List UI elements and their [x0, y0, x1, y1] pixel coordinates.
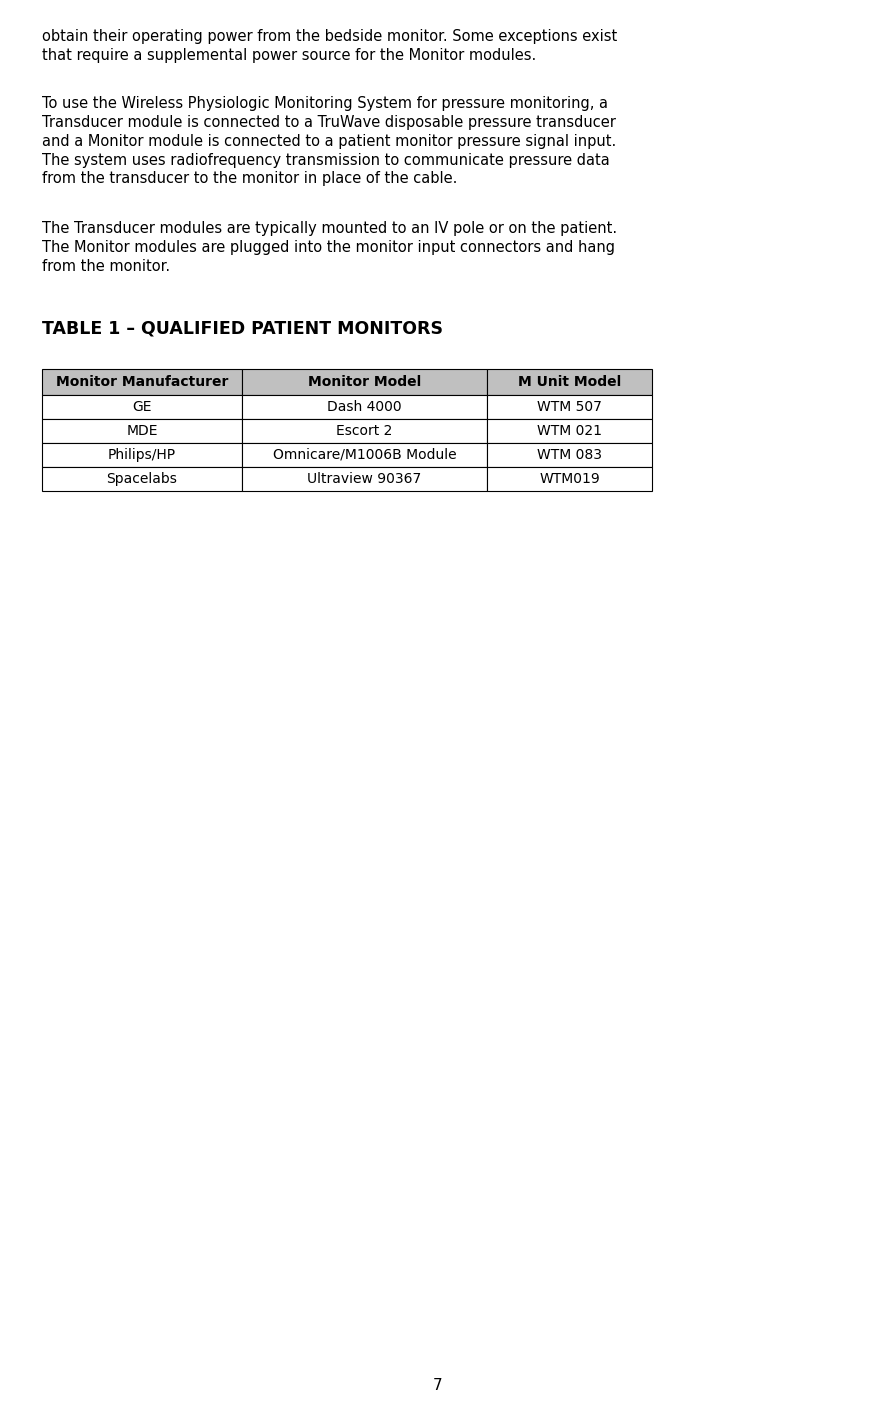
- Bar: [487, 443, 652, 467]
- Text: Omnicare/M1006B Module: Omnicare/M1006B Module: [272, 448, 456, 462]
- Bar: [242, 369, 487, 395]
- Text: Spacelabs: Spacelabs: [107, 472, 178, 485]
- Bar: [42, 467, 242, 491]
- Bar: [487, 395, 652, 419]
- Text: Ultraview 90367: Ultraview 90367: [307, 472, 421, 485]
- Text: WTM 507: WTM 507: [537, 400, 602, 414]
- Bar: [42, 419, 242, 443]
- Text: WTM 083: WTM 083: [537, 448, 602, 462]
- Text: obtain their operating power from the bedside monitor. Some exceptions exist
tha: obtain their operating power from the be…: [42, 30, 618, 62]
- Bar: [242, 467, 487, 491]
- Bar: [487, 467, 652, 491]
- Text: Monitor Model: Monitor Model: [307, 375, 421, 389]
- Text: 7: 7: [434, 1379, 442, 1394]
- Text: M Unit Model: M Unit Model: [518, 375, 621, 389]
- Text: Philips/HP: Philips/HP: [108, 448, 176, 462]
- Bar: [487, 419, 652, 443]
- Text: TABLE 1 – QUALIFIED PATIENT MONITORS: TABLE 1 – QUALIFIED PATIENT MONITORS: [42, 320, 443, 337]
- Bar: [242, 395, 487, 419]
- Bar: [42, 369, 242, 395]
- Text: MDE: MDE: [126, 424, 158, 438]
- Bar: [487, 369, 652, 395]
- Text: Dash 4000: Dash 4000: [328, 400, 402, 414]
- Bar: [242, 419, 487, 443]
- Text: WTM019: WTM019: [539, 472, 600, 485]
- Text: To use the Wireless Physiologic Monitoring System for pressure monitoring, a
Tra: To use the Wireless Physiologic Monitori…: [42, 96, 616, 187]
- Text: WTM 021: WTM 021: [537, 424, 602, 438]
- Bar: [242, 443, 487, 467]
- Bar: [42, 395, 242, 419]
- Bar: [42, 443, 242, 467]
- Text: Escort 2: Escort 2: [336, 424, 392, 438]
- Text: The Transducer modules are typically mounted to an IV pole or on the patient.
Th: The Transducer modules are typically mou…: [42, 222, 617, 274]
- Text: Monitor Manufacturer: Monitor Manufacturer: [56, 375, 228, 389]
- Text: GE: GE: [132, 400, 152, 414]
